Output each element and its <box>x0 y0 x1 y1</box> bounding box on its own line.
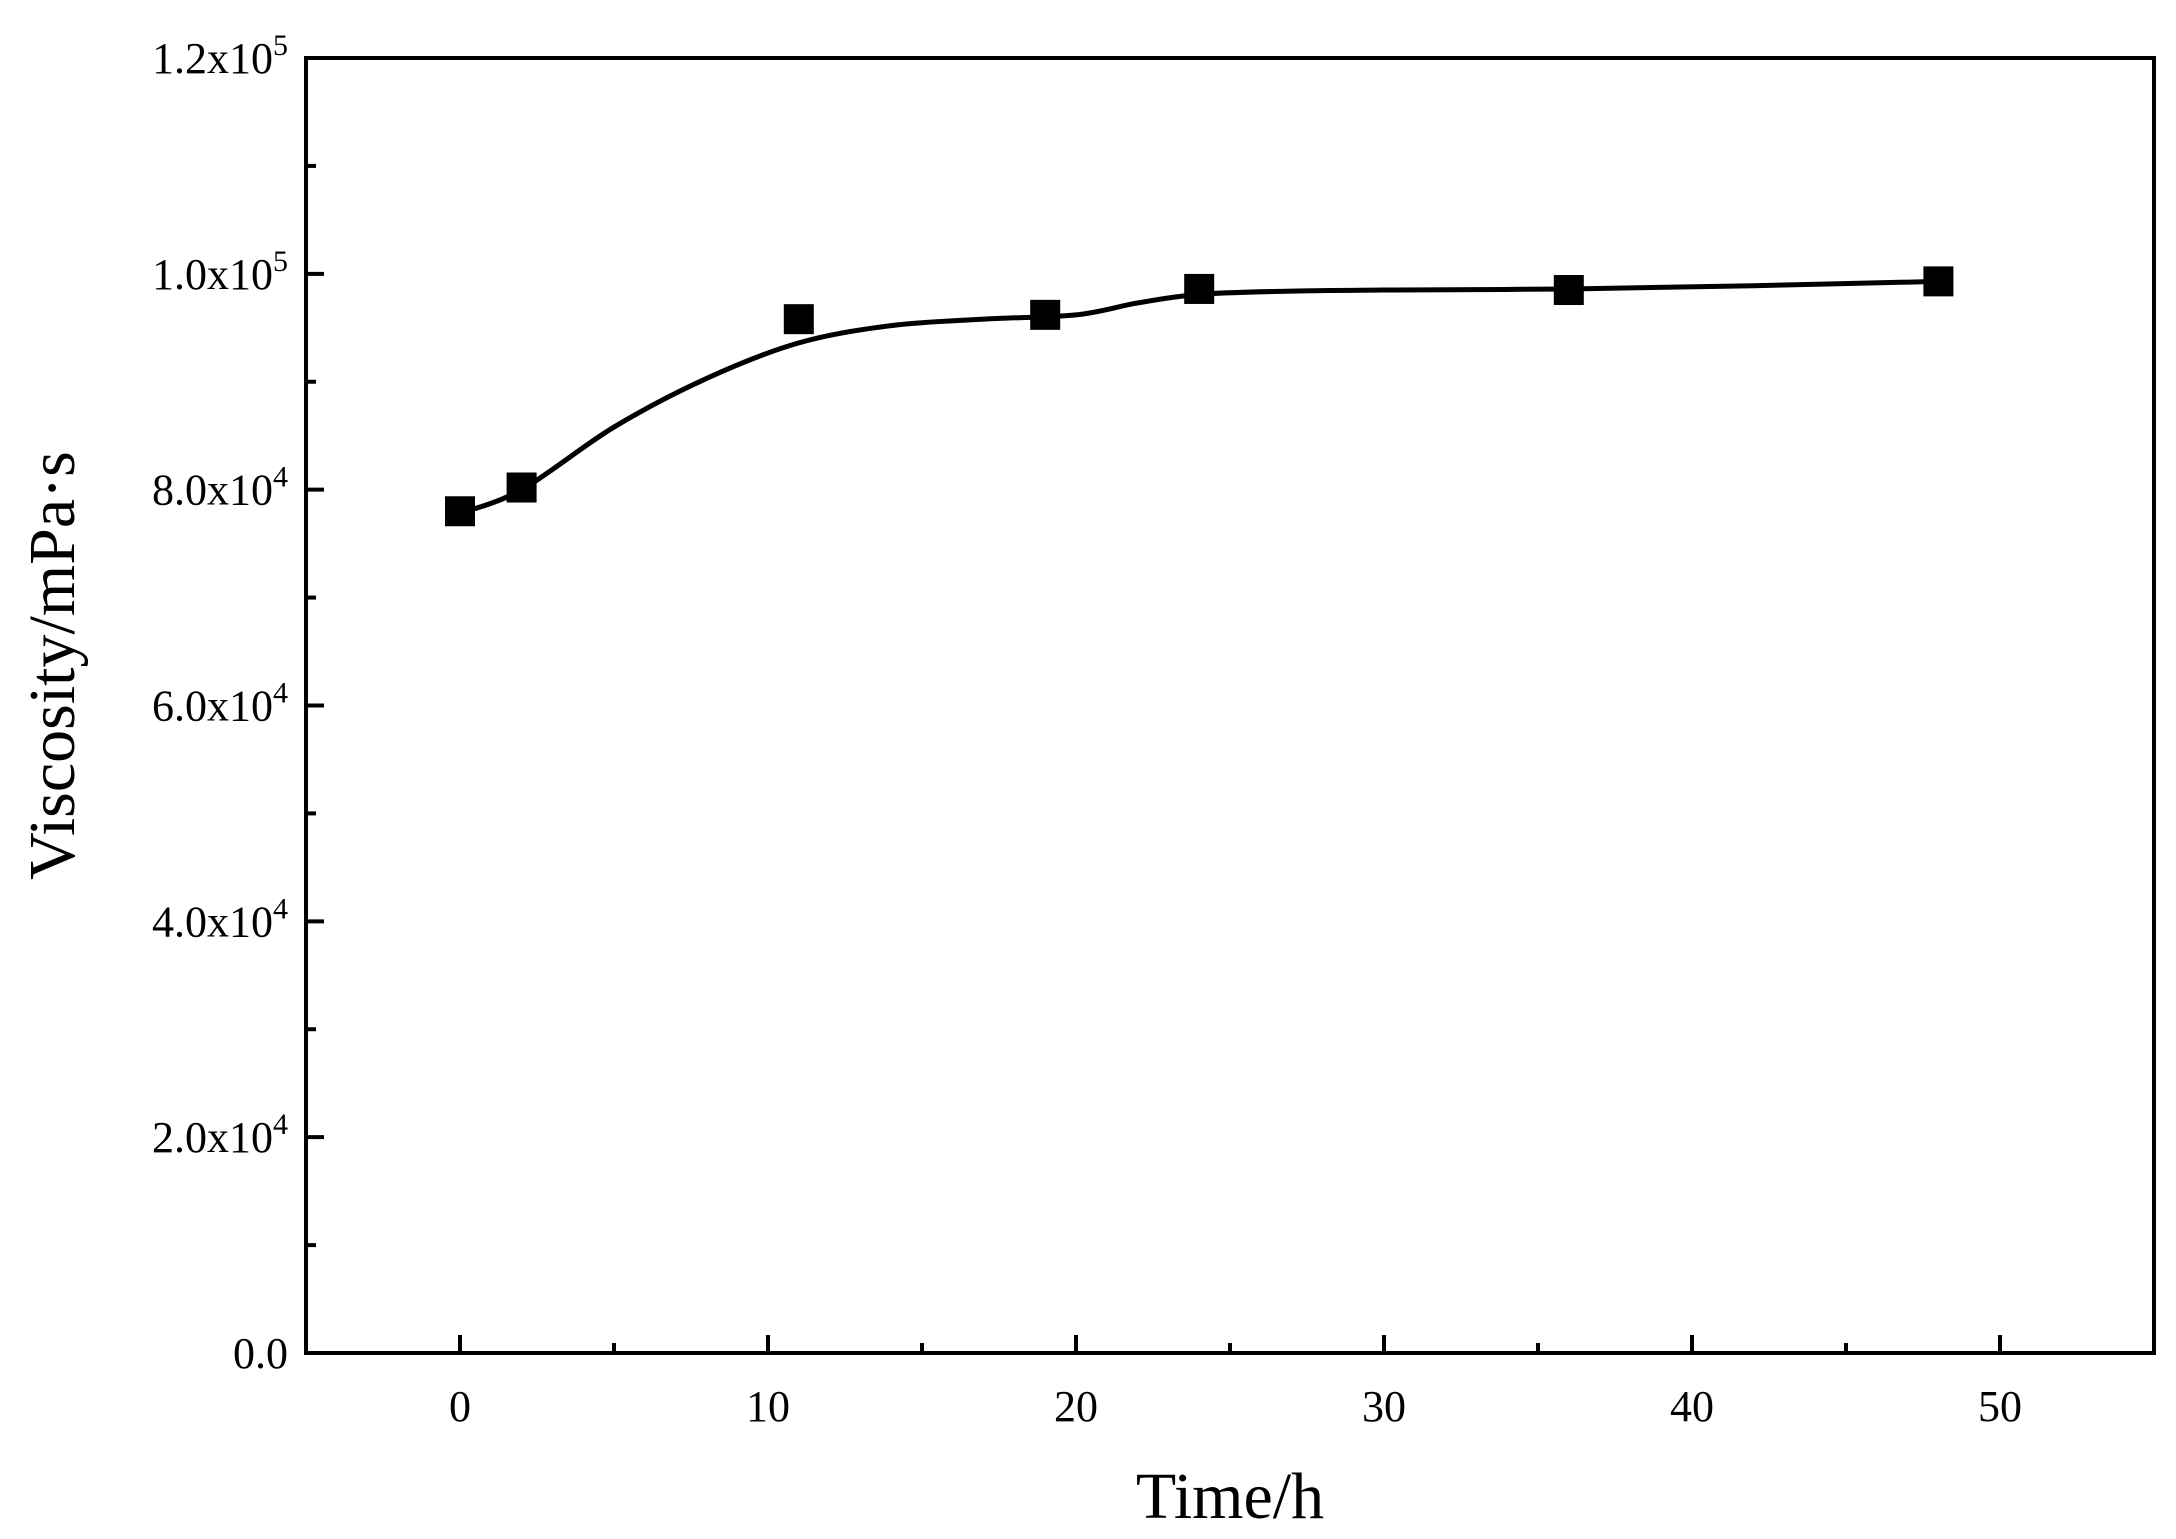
y-tick-label: 6.0x104 <box>152 677 288 731</box>
data-point <box>506 472 537 503</box>
x-tick-label: 40 <box>1670 1382 1714 1431</box>
y-tick-label: 1.0x105 <box>152 245 288 299</box>
plot-frame <box>304 56 2156 1355</box>
y-tick-labels: 0.0 2.0x104 4.0x104 6.0x104 8.0x104 1.0x105 1.… <box>152 29 288 1378</box>
y-tick-label: 0.0 <box>233 1329 288 1378</box>
data-point <box>1553 275 1584 306</box>
data-point <box>783 304 814 335</box>
y-tick-label: 1.2x105 <box>152 29 288 83</box>
y-tick-label: 2.0x104 <box>152 1108 288 1162</box>
axis-ticks <box>306 56 2002 1355</box>
x-tick-label: 20 <box>1054 1382 1098 1431</box>
x-tick-label: 0 <box>449 1382 471 1431</box>
fit-curve <box>459 278 1939 516</box>
data-points <box>445 266 1954 527</box>
y-tick-label: 4.0x104 <box>152 892 288 946</box>
y-axis-title: Viscosity/mPa·s <box>16 451 89 880</box>
x-tick-label: 50 <box>1978 1382 2022 1431</box>
x-tick-label: 30 <box>1362 1382 1406 1431</box>
data-point <box>1030 299 1061 330</box>
data-point <box>445 496 475 527</box>
data-point <box>1923 266 1954 297</box>
x-tick-label: 10 <box>746 1382 790 1431</box>
y-tick-label: 8.0x104 <box>152 461 288 515</box>
data-point <box>1184 273 1215 304</box>
x-axis-title: Time/h <box>1136 1460 1324 1533</box>
x-tick-labels: 0 10 20 30 40 50 <box>449 1382 2022 1431</box>
